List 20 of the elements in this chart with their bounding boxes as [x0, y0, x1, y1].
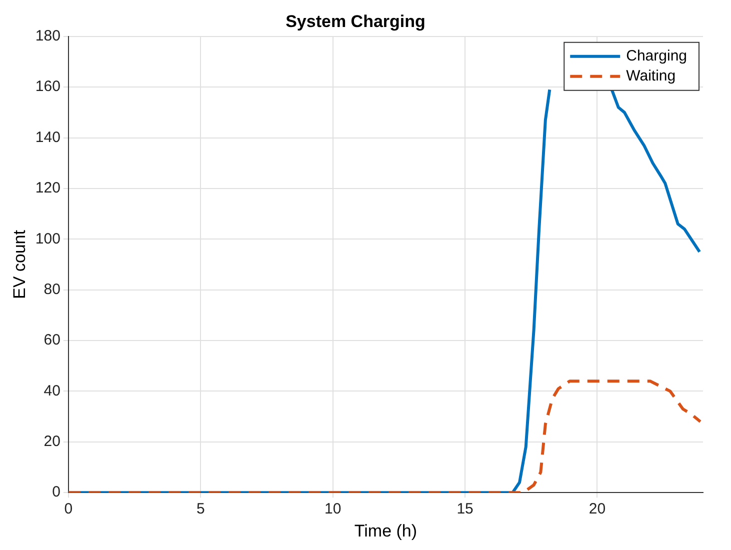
legend-label: Charging — [626, 48, 688, 65]
y-axis-title: EV count — [10, 230, 29, 299]
y-tick-label: 140 — [35, 128, 60, 146]
legend-label: Waiting — [626, 68, 676, 85]
y-tick-label: 80 — [44, 280, 60, 298]
y-tick-label: 0 — [52, 484, 60, 501]
x-tick-label: 20 — [588, 500, 606, 518]
x-tick-label: 15 — [456, 500, 474, 518]
x-tick-label: 0 — [64, 500, 73, 518]
y-tick-label: 180 — [35, 28, 60, 45]
y-tick-label: 160 — [35, 78, 60, 96]
y-tick-label: 20 — [44, 433, 60, 450]
x-tick-label: 10 — [324, 500, 342, 518]
x-tick-label: 5 — [196, 500, 205, 518]
y-tick-label: 100 — [35, 230, 60, 248]
y-tick-label: 60 — [44, 332, 60, 349]
x-axis-title: Time (h) — [354, 521, 418, 540]
y-tick-label: 120 — [35, 180, 60, 197]
chart-title: System Charging — [286, 12, 426, 31]
y-tick-label: 40 — [44, 382, 60, 400]
